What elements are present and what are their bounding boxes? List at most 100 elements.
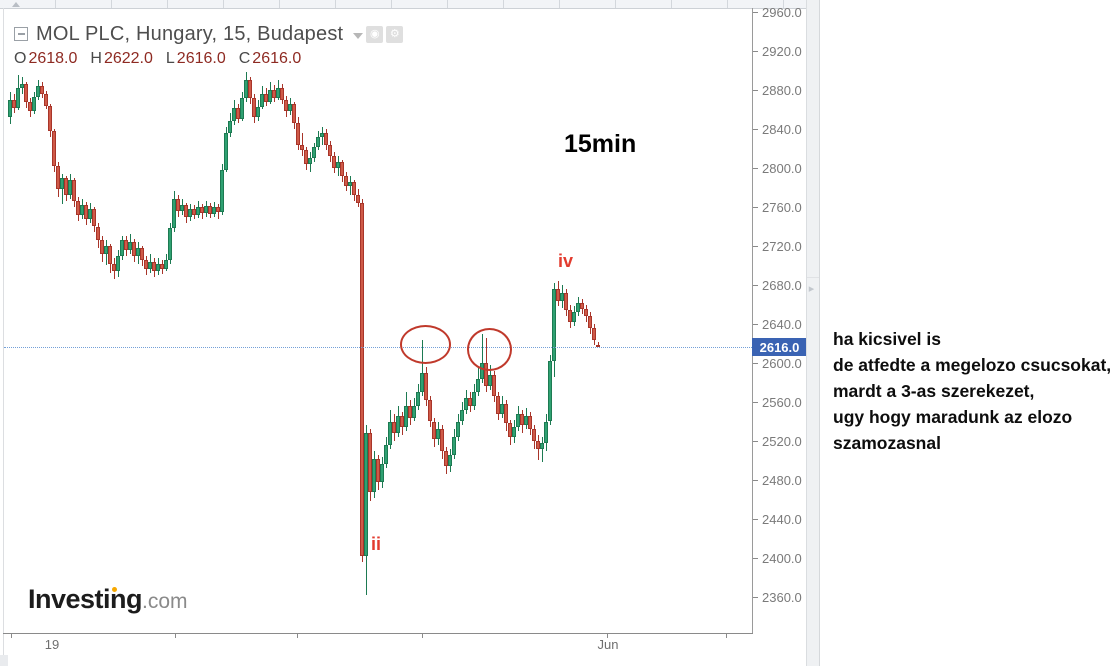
collapse-chart-icon[interactable] bbox=[14, 27, 28, 41]
left-panel-divider bbox=[3, 8, 4, 656]
candle-body bbox=[88, 208, 92, 219]
price-tick-label: 2760.0 bbox=[762, 200, 802, 215]
candle-body bbox=[524, 415, 528, 426]
candle-body bbox=[64, 177, 68, 196]
price-tick-label: 2920.0 bbox=[762, 44, 802, 59]
price-tick bbox=[753, 519, 758, 520]
candle-wick bbox=[349, 175, 351, 196]
candle-body bbox=[364, 433, 368, 557]
candle-wick bbox=[597, 341, 599, 348]
price-tick-label: 2840.0 bbox=[762, 122, 802, 137]
candle-body bbox=[452, 437, 456, 455]
price-tick-label: 2800.0 bbox=[762, 161, 802, 176]
candle-body bbox=[500, 403, 504, 414]
candle-body bbox=[300, 144, 304, 151]
candle-body bbox=[580, 302, 584, 310]
price-tick-label: 2360.0 bbox=[762, 590, 802, 605]
logo-suffix: .com bbox=[142, 590, 188, 613]
candle-body bbox=[200, 207, 204, 213]
highlight-ellipse bbox=[400, 325, 451, 364]
candle-body bbox=[312, 146, 316, 159]
candlestick-plot[interactable]: 15min iv ii bbox=[0, 0, 752, 666]
candle-body bbox=[328, 144, 332, 157]
candle-body bbox=[112, 263, 116, 272]
candle-body bbox=[224, 132, 228, 170]
candle-body bbox=[468, 398, 472, 406]
panel-collapse-handle[interactable]: ▸ bbox=[805, 279, 818, 297]
candle-body bbox=[256, 106, 260, 118]
candle-body bbox=[140, 247, 144, 260]
candle-body bbox=[236, 107, 240, 120]
current-price-badge: 2616.0 bbox=[752, 338, 807, 356]
candle-body bbox=[516, 413, 520, 428]
candle-body bbox=[540, 442, 544, 449]
candle-body bbox=[132, 242, 136, 256]
candle-body bbox=[264, 93, 268, 102]
candle-body bbox=[36, 86, 40, 97]
chevron-right-icon: ▸ bbox=[808, 282, 815, 295]
note-line: mardt a 3-as szerekezet, bbox=[833, 381, 1035, 401]
candle-body bbox=[32, 96, 36, 112]
price-tick bbox=[753, 90, 758, 91]
chart-settings-button[interactable]: ⚙ bbox=[386, 25, 404, 43]
open-value: 2618.0 bbox=[28, 50, 78, 67]
candle-body bbox=[428, 400, 432, 422]
candle-body bbox=[448, 454, 452, 467]
candle-body bbox=[536, 441, 540, 449]
candle-body bbox=[308, 158, 312, 165]
price-tick bbox=[753, 480, 758, 481]
candle-body bbox=[164, 259, 168, 270]
candle-body bbox=[344, 175, 348, 186]
candle-body bbox=[568, 310, 572, 323]
candle-body bbox=[376, 458, 380, 482]
candle-body bbox=[80, 205, 84, 215]
price-tick-label: 2640.0 bbox=[762, 317, 802, 332]
price-tick bbox=[753, 285, 758, 286]
candle-body bbox=[520, 413, 524, 426]
toggle-visibility-button[interactable]: ◉ bbox=[366, 25, 384, 43]
interval-note: 15min bbox=[564, 130, 637, 158]
chevron-down-icon[interactable] bbox=[353, 32, 364, 39]
candle-body bbox=[596, 345, 600, 348]
candle-body bbox=[512, 427, 516, 438]
candle-body bbox=[332, 156, 336, 168]
candle-body bbox=[348, 181, 352, 186]
price-tick bbox=[753, 441, 758, 442]
minus-glyph bbox=[17, 33, 25, 35]
candle-body bbox=[56, 166, 60, 190]
candle-body bbox=[104, 246, 108, 254]
note-line: szamozasnal bbox=[833, 433, 941, 453]
price-tick-label: 2440.0 bbox=[762, 512, 802, 527]
high-value: 2622.0 bbox=[103, 50, 153, 67]
price-tick bbox=[753, 597, 758, 598]
candle-body bbox=[436, 429, 440, 440]
candle-body bbox=[556, 288, 560, 301]
candle-body bbox=[420, 372, 424, 393]
price-axis[interactable]: 2960.0 2920.0 2880.0 2840.0 2800.0 2760.0 2720… bbox=[752, 5, 821, 633]
candle-body bbox=[508, 423, 512, 438]
price-tick bbox=[753, 168, 758, 169]
candle-body bbox=[116, 255, 120, 272]
chart-header: MOL PLC, Hungary, 15, Budapest ◉ ⚙ bbox=[14, 21, 404, 47]
candle-body bbox=[260, 93, 264, 107]
price-tick bbox=[753, 402, 758, 403]
candle-body bbox=[20, 84, 24, 89]
candle-body bbox=[480, 363, 484, 379]
candle-body bbox=[304, 150, 308, 165]
candle-body bbox=[408, 405, 412, 418]
chart-title[interactable]: MOL PLC, Hungary, 15, Budapest bbox=[36, 22, 344, 45]
candle-body bbox=[232, 107, 236, 122]
candle-body bbox=[16, 88, 20, 108]
candle-body bbox=[316, 136, 320, 147]
candle-body bbox=[52, 130, 56, 167]
open-label: O bbox=[14, 50, 27, 67]
candle-body bbox=[272, 90, 276, 98]
ohlc-readout: O 2618.0 H 2622.0 L 2616.0 C 2616.0 bbox=[14, 50, 314, 68]
candle-body bbox=[96, 226, 100, 241]
candle-body bbox=[464, 398, 468, 410]
candle-body bbox=[136, 247, 140, 256]
candle-body bbox=[560, 292, 564, 301]
scroll-up-icon[interactable] bbox=[12, 2, 20, 7]
candle-body bbox=[572, 312, 576, 323]
